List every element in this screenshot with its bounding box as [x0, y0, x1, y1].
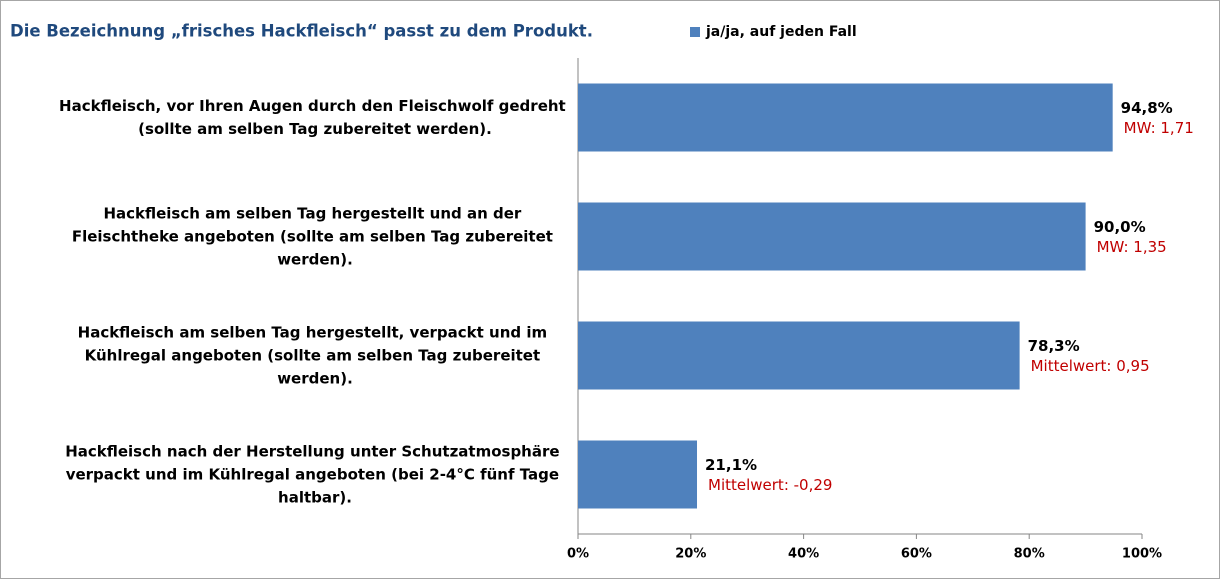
data-label: 21,1%	[705, 456, 757, 474]
data-label: 90,0%	[1094, 218, 1146, 236]
y-tick-label: Hackfleisch nach der Herstellung unter S…	[65, 442, 565, 506]
x-tick-label: 100%	[1122, 547, 1162, 562]
bar	[578, 321, 1020, 390]
x-tick-label: 40%	[788, 547, 819, 562]
y-tick-label: Hackfleisch, vor Ihren Augen durch den F…	[59, 97, 571, 138]
bar	[578, 83, 1113, 152]
x-tick-label: 0%	[567, 547, 589, 562]
x-tick-label: 80%	[1014, 547, 1045, 562]
y-tick-label: Hackfleisch am selben Tag hergestellt un…	[72, 204, 558, 268]
legend-swatch	[690, 27, 700, 37]
x-tick-label: 60%	[901, 547, 932, 562]
data-label: 78,3%	[1028, 337, 1080, 355]
data-label: 94,8%	[1121, 99, 1173, 117]
y-tick-label: Hackfleisch am selben Tag hergestellt, v…	[78, 323, 553, 387]
bar	[578, 440, 698, 509]
annotation: MW: 1,71	[1124, 119, 1194, 137]
bar	[578, 202, 1086, 271]
annotation: MW: 1,35	[1097, 238, 1167, 256]
legend-label: ja/ja, auf jeden Fall	[705, 24, 857, 40]
x-tick-label: 20%	[675, 547, 706, 562]
annotation: Mittelwert: 0,95	[1031, 357, 1150, 375]
chart-title: Die Bezeichnung „frisches Hackfleisch“ p…	[10, 22, 593, 41]
annotation: Mittelwert: -0,29	[708, 476, 832, 494]
